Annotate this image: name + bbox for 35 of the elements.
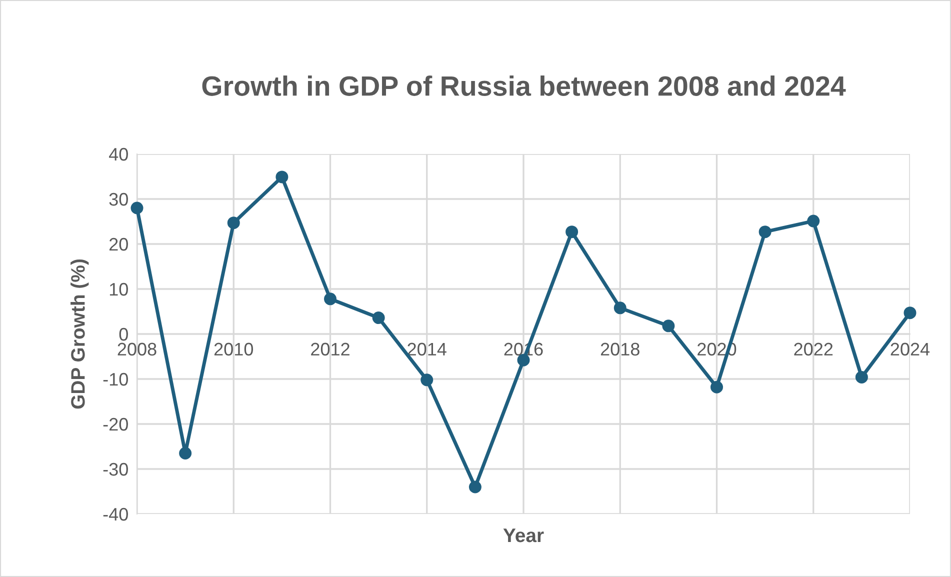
point <box>468 480 482 494</box>
x-tick-label: 2008 <box>118 342 156 356</box>
y-tick-label: 20 <box>109 238 128 251</box>
point <box>372 312 385 324</box>
point <box>614 302 626 314</box>
point <box>662 320 675 332</box>
point <box>227 216 240 230</box>
y-tick-label: -40 <box>103 508 128 521</box>
x-tick-label: 2024 <box>890 342 930 356</box>
point <box>710 380 723 394</box>
point <box>420 374 434 386</box>
y-axis-title: GDP Growth (%) <box>70 260 89 409</box>
y-tick-label: -30 <box>103 462 128 476</box>
x-axis-title: Year <box>503 528 544 542</box>
x-tick-label: 2010 <box>214 342 254 356</box>
y-tick-label: -20 <box>103 418 128 431</box>
x-tick-label: 2014 <box>408 342 446 356</box>
point <box>855 370 868 384</box>
point <box>130 202 144 214</box>
y-tick-label: 0 <box>119 328 128 341</box>
point <box>566 226 578 238</box>
y-tick-label: 40 <box>109 148 128 161</box>
point <box>179 447 192 460</box>
y-tick-label: -10 <box>103 372 128 386</box>
point <box>807 214 820 228</box>
x-tick-label: 2012 <box>311 342 350 356</box>
point <box>276 170 288 184</box>
x-tick-label: 2022 <box>794 342 833 356</box>
x-tick-label: 2018 <box>600 342 640 356</box>
point <box>324 292 336 306</box>
y-tick-label: 10 <box>110 282 128 296</box>
point <box>904 306 916 320</box>
point <box>758 226 772 238</box>
y-tick-label: 30 <box>109 192 128 206</box>
chart-title: Growth in GDP of Russia between 2008 and 2024 <box>202 76 846 96</box>
